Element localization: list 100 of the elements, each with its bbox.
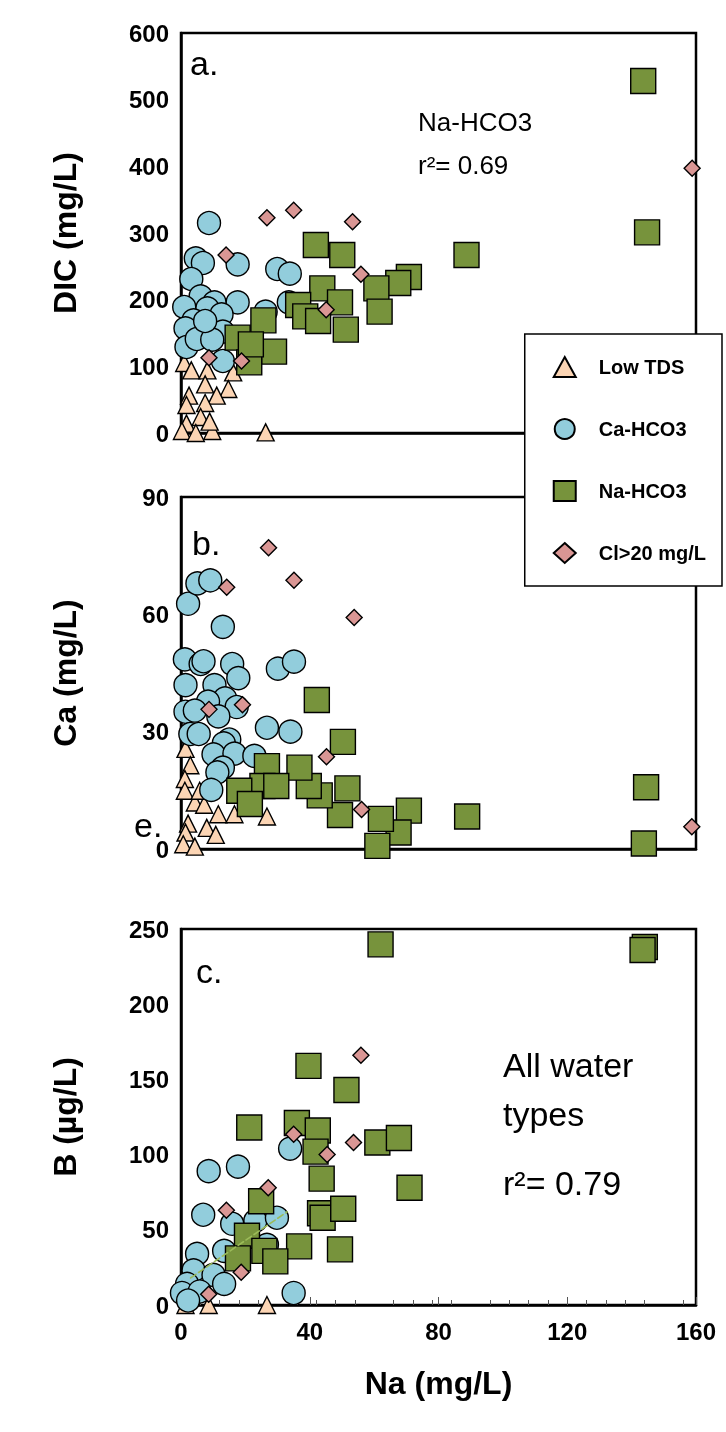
point [453,241,480,269]
point [209,804,228,824]
point [256,423,275,442]
point [367,805,395,833]
point [186,423,206,443]
point [181,756,200,775]
point [257,807,277,826]
point [329,241,356,269]
point [630,67,657,95]
point [330,1195,357,1222]
point [199,777,224,803]
point [308,1165,335,1192]
point [366,298,393,325]
point [191,1202,216,1227]
y-axis-title: B (µg/L) [47,1057,83,1177]
point [278,719,303,744]
point [345,608,363,627]
y-tick-label: 200 [128,990,169,1018]
point [190,250,216,276]
point [326,289,354,316]
y-tick-label: 300 [128,219,169,247]
annotation: b. [192,523,221,562]
point [196,210,222,236]
x-tick-label: 120 [547,1317,588,1345]
x-tick-label: 80 [425,1317,452,1345]
x-tick-label: 40 [296,1317,324,1345]
point [218,578,236,597]
point [211,1271,237,1297]
point [182,698,208,723]
point [364,832,391,860]
point [254,715,280,740]
point [210,614,236,640]
point [173,672,198,698]
legend-label: Ca-HCO3 [598,418,687,440]
point [332,316,359,343]
point [286,754,313,781]
point [225,1154,251,1179]
point [281,649,307,674]
point [344,1133,363,1152]
point [185,837,205,856]
y-tick-label: 250 [128,915,169,943]
point [195,393,215,413]
y-tick-label: 30 [142,718,169,746]
point [385,1124,413,1152]
point [217,246,235,264]
point [186,721,211,747]
point [260,338,288,365]
y-tick-label: 100 [128,352,169,380]
point [192,308,218,334]
point [396,1174,423,1201]
point [284,1125,303,1143]
point [206,825,225,845]
point [207,386,226,405]
point [281,1280,306,1306]
point [329,728,357,756]
point [196,1158,221,1184]
legend-label: Na-HCO3 [598,480,687,502]
point [277,261,302,286]
point [326,1236,354,1263]
point [197,818,216,838]
point [352,800,371,819]
point [285,571,303,590]
legend-label: Cl>20 mg/L [598,542,707,564]
point [343,212,362,231]
point [259,1178,277,1197]
y-tick-label: 90 [142,483,169,511]
point [237,331,265,358]
point [333,1076,360,1104]
point [225,252,250,277]
point [317,748,336,766]
point [633,219,661,246]
y-axis-title: Ca (mg/L) [47,599,83,747]
point [225,290,250,315]
point [177,395,196,415]
point [683,818,701,836]
point [277,1136,303,1161]
point [295,1052,322,1080]
point [258,208,276,227]
point [263,772,290,800]
point [200,412,219,431]
point [318,1145,336,1164]
point [198,568,223,593]
y-tick-label: 200 [128,286,169,314]
point [317,300,335,319]
annotation: c. [196,951,223,990]
point [352,265,370,284]
point [217,1201,236,1219]
point [257,1295,277,1315]
point [175,591,201,616]
point [326,801,354,829]
y-tick-label: 0 [155,1291,169,1319]
y-tick-label: 60 [142,600,169,628]
point [259,539,278,557]
point [219,379,238,399]
point [453,803,481,830]
point [352,1046,370,1065]
point [175,781,195,800]
point [195,375,215,394]
legend-label: Low TDS [598,356,685,378]
point [367,931,394,958]
